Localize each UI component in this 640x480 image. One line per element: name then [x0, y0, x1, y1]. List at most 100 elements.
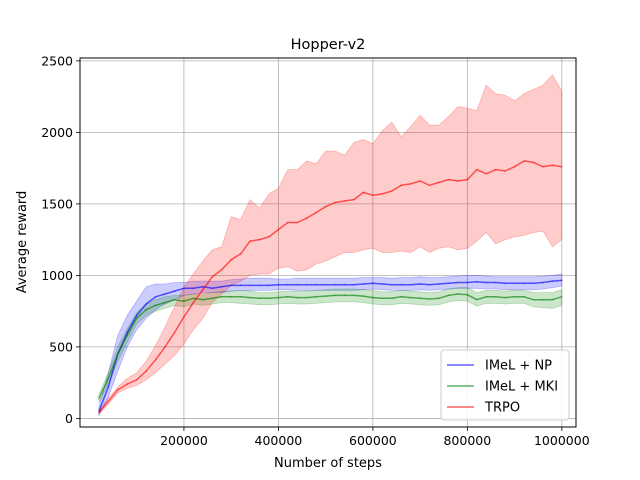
series-lines	[98, 160, 563, 414]
data-point-1	[315, 296, 317, 298]
data-point-0	[164, 293, 166, 295]
legend-label-1: IMeL + MKI	[485, 380, 558, 395]
y-tick-label: 1000	[41, 268, 73, 283]
data-point-2	[485, 173, 487, 175]
data-point-0	[183, 287, 185, 289]
legend: IMeL + NP IMeL + MKI TRPO	[440, 349, 570, 421]
data-point-2	[258, 239, 261, 241]
data-point-0	[136, 314, 138, 316]
data-point-1	[117, 353, 119, 355]
series-line-0	[98, 279, 562, 412]
data-point-2	[551, 164, 554, 166]
confidence-band-2	[98, 74, 563, 416]
data-point-2	[561, 166, 563, 168]
series-line-2	[98, 160, 562, 414]
data-point-1	[551, 299, 554, 301]
data-point-1	[306, 297, 308, 299]
chart-title: Hopper-v2	[291, 37, 366, 53]
data-point-1	[391, 297, 393, 299]
data-point-2	[268, 236, 270, 238]
data-point-2	[98, 412, 100, 414]
data-point-2	[173, 332, 176, 334]
data-point-2	[325, 206, 327, 208]
data-point-0	[202, 286, 204, 288]
data-point-2	[391, 190, 393, 192]
data-point-2	[476, 169, 478, 171]
data-point-1	[372, 297, 374, 299]
data-point-1	[287, 296, 289, 298]
data-point-1	[532, 299, 535, 301]
data-point-2	[495, 169, 497, 171]
data-point-0	[362, 283, 364, 285]
data-point-0	[410, 284, 412, 286]
data-point-2	[136, 379, 138, 381]
data-point-0	[476, 281, 478, 283]
data-point-1	[438, 297, 440, 299]
data-point-0	[287, 284, 289, 286]
data-point-1	[457, 293, 459, 295]
y-tick-label: 1500	[41, 196, 73, 211]
data-point-1	[183, 300, 185, 302]
series-line-1	[98, 293, 563, 399]
data-point-0	[315, 284, 317, 286]
data-point-0	[306, 284, 308, 286]
data-point-1	[211, 297, 213, 299]
data-point-0	[249, 284, 251, 286]
data-point-0	[145, 303, 147, 305]
data-point-0	[429, 284, 431, 286]
data-point-2	[126, 383, 128, 385]
data-point-2	[353, 199, 355, 201]
data-point-2	[277, 229, 279, 231]
data-point-0	[230, 284, 232, 286]
data-point-0	[561, 279, 563, 281]
data-point-1	[476, 299, 478, 301]
data-point-0	[268, 284, 270, 286]
data-point-2	[192, 302, 194, 304]
data-point-2	[457, 180, 459, 182]
data-point-1	[429, 298, 431, 300]
data-point-1	[164, 302, 166, 304]
data-point-1	[192, 297, 194, 299]
data-point-0	[173, 290, 176, 292]
data-point-2	[230, 259, 232, 261]
data-point-0	[419, 283, 421, 285]
data-point-2	[438, 181, 440, 183]
data-point-1	[485, 296, 487, 298]
data-point-0	[514, 282, 516, 284]
x-tick-label: 1000000	[534, 433, 590, 448]
data-point-1	[561, 296, 563, 298]
data-point-1	[419, 297, 421, 299]
data-point-1	[240, 296, 242, 298]
data-point-0	[155, 296, 157, 298]
data-point-0	[523, 282, 525, 284]
data-point-0	[343, 284, 346, 286]
data-point-2	[211, 276, 213, 278]
data-point-0	[466, 281, 468, 284]
data-point-0	[211, 287, 213, 289]
x-tick-label: 600000	[349, 433, 397, 448]
data-point-1	[155, 304, 157, 306]
data-point-0	[504, 282, 506, 284]
data-point-1	[523, 296, 525, 298]
data-point-1	[495, 296, 497, 298]
legend-box	[440, 349, 570, 421]
data-point-2	[523, 160, 525, 162]
legend-label-0: IMeL + NP	[485, 359, 552, 374]
x-tick-label: 400000	[255, 433, 303, 448]
data-point-1	[173, 299, 176, 301]
data-point-2	[306, 217, 308, 219]
data-point-0	[485, 281, 487, 284]
data-point-0	[192, 287, 194, 289]
data-point-1	[410, 297, 412, 299]
data-point-2	[504, 170, 506, 172]
data-point-0	[400, 284, 402, 286]
data-point-2	[164, 346, 166, 348]
y-axis-ticks: 0 500 1000 1500 2000 2500	[41, 53, 80, 426]
data-point-2	[183, 316, 185, 318]
data-point-1	[381, 297, 383, 299]
data-point-0	[438, 283, 440, 285]
data-point-2	[202, 289, 204, 291]
data-point-1	[277, 297, 279, 299]
data-point-2	[410, 183, 412, 185]
data-point-2	[343, 200, 346, 202]
